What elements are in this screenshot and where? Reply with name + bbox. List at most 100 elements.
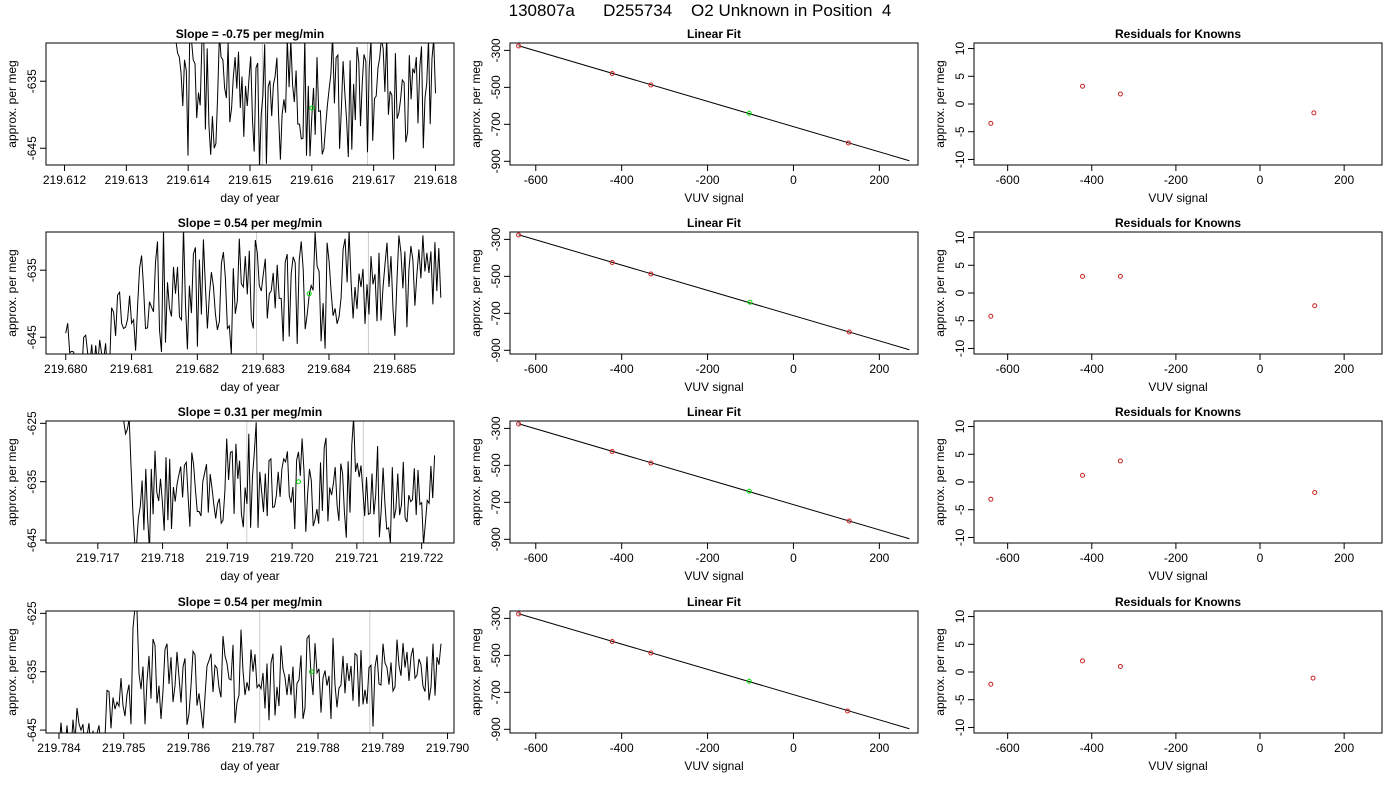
known-point: [609, 71, 615, 76]
x-tick-label: -600: [524, 741, 548, 755]
x-axis-label: VUV signal: [684, 759, 743, 773]
known-point: [609, 449, 615, 454]
x-tick-label: 219.785: [102, 741, 146, 755]
plot-frame: [973, 610, 1383, 734]
y-tick-label: -635: [25, 469, 39, 493]
x-tick-label: 0: [790, 362, 797, 376]
x-tick-label: -400: [1080, 173, 1104, 187]
y-axis-label: approx. per meg: [933, 438, 947, 525]
x-tick-label: -200: [696, 362, 720, 376]
x-tick-label: 219.612: [43, 173, 87, 187]
y-tick-label: -500: [489, 264, 503, 288]
known-point: [516, 232, 522, 238]
x-tick-label: 219.784: [37, 741, 81, 755]
x-tick-label: 0: [1257, 741, 1264, 755]
x-tick-label: 219.613: [105, 173, 149, 187]
known-point: [1080, 658, 1086, 664]
panel-title: Linear Fit: [687, 216, 741, 230]
chart-panel-3-3: Residuals for Knowns -600 -400 -200 0 200 10 5 0…: [933, 405, 1383, 583]
panel-title: Slope = 0.54 per meg/min: [178, 216, 322, 230]
x-tick-label: 200: [1334, 741, 1354, 755]
y-tick-label: -900: [489, 338, 503, 362]
y-tick-label: -500: [489, 75, 503, 99]
y-tick-label: -700: [489, 112, 503, 136]
y-tick-label: -700: [489, 490, 503, 514]
plot-frame: [973, 42, 1383, 166]
y-tick-label: -625: [25, 601, 39, 625]
x-axis-label: day of year: [220, 191, 279, 205]
x-tick-label: 219.721: [335, 551, 379, 565]
plot-frame: [509, 42, 919, 166]
known-point: [1117, 663, 1123, 669]
y-tick-label: -500: [489, 643, 503, 667]
x-tick-label: 219.615: [228, 173, 272, 187]
chart-panel-2-2: Linear Fit -600 -400 -200 0 200 -300 -500 -700 -9…: [469, 216, 919, 394]
known-point: [1311, 110, 1317, 116]
chart-panel-1-1: Slope = -0.75 per meg/min 219.612 219.613 2…: [5, 27, 457, 205]
y-tick-label: -300: [489, 606, 503, 630]
y-tick-label: -635: [25, 258, 39, 282]
x-tick-label: -600: [996, 741, 1020, 755]
known-point: [1310, 675, 1316, 681]
known-point: [516, 421, 522, 427]
y-axis-label: approx. per meg: [469, 60, 483, 147]
panel-title: Linear Fit: [687, 595, 741, 609]
y-axis-label: approx. per meg: [933, 60, 947, 147]
x-tick-label: -200: [1164, 741, 1188, 755]
x-tick-label: 219.719: [206, 551, 250, 565]
panel-title: Residuals for Knowns: [1115, 216, 1241, 230]
x-tick-label: 219.682: [176, 362, 220, 376]
x-axis-label: VUV signal: [1148, 569, 1207, 583]
panel-title: Linear Fit: [687, 27, 741, 41]
x-tick-label: 219.681: [110, 362, 154, 376]
x-tick-label: 219.617: [352, 173, 396, 187]
y-tick-label: -5: [953, 126, 967, 137]
fit-line: [518, 234, 910, 351]
unknown-point: [296, 479, 302, 485]
x-tick-label: 219.722: [400, 551, 444, 565]
panel-title: Slope = 0.54 per meg/min: [178, 595, 322, 609]
known-point: [609, 639, 615, 644]
series-line: [123, 421, 436, 543]
x-tick-label: -200: [1164, 173, 1188, 187]
x-tick-label: -400: [610, 741, 634, 755]
known-point: [516, 43, 522, 49]
x-tick-label: 219.718: [141, 551, 185, 565]
unknown-point: [309, 669, 315, 675]
y-tick-label: 0: [953, 478, 967, 485]
y-tick-label: -645: [25, 718, 39, 742]
known-point: [648, 460, 654, 466]
y-tick-label: -625: [25, 411, 39, 435]
x-tick-label: 219.684: [307, 362, 351, 376]
y-tick-label: -645: [25, 136, 39, 160]
known-point: [648, 271, 654, 277]
y-tick-label: 10: [953, 610, 967, 624]
y-axis-label: approx. per meg: [5, 60, 19, 147]
known-point: [1117, 91, 1123, 97]
fit-line: [518, 613, 910, 730]
x-tick-label: 200: [869, 362, 889, 376]
unknown-point: [309, 105, 315, 111]
chart-panel-1-3: Residuals for Knowns -600 -400 -200 0 200 10 5 0…: [933, 27, 1383, 205]
unknown-point: [746, 110, 752, 116]
y-tick-label: 10: [953, 231, 967, 245]
y-tick-label: 5: [953, 641, 967, 648]
y-tick-label: -645: [25, 528, 39, 552]
known-point: [1080, 83, 1086, 89]
x-tick-label: 200: [1334, 362, 1354, 376]
panel-title: Residuals for Knowns: [1115, 405, 1241, 419]
y-axis-label: approx. per meg: [933, 628, 947, 715]
known-point: [845, 140, 851, 146]
panel-title: Residuals for Knowns: [1115, 595, 1241, 609]
y-tick-label: -10: [953, 718, 967, 736]
y-tick-label: 5: [953, 451, 967, 458]
x-axis-label: VUV signal: [684, 380, 743, 394]
y-tick-label: 5: [953, 73, 967, 80]
y-tick-label: 10: [953, 420, 967, 434]
x-tick-label: 219.717: [76, 551, 120, 565]
known-point: [1117, 458, 1123, 464]
y-axis-label: approx. per meg: [469, 249, 483, 336]
unknown-point: [746, 678, 752, 684]
plot-frame: [973, 420, 1383, 544]
